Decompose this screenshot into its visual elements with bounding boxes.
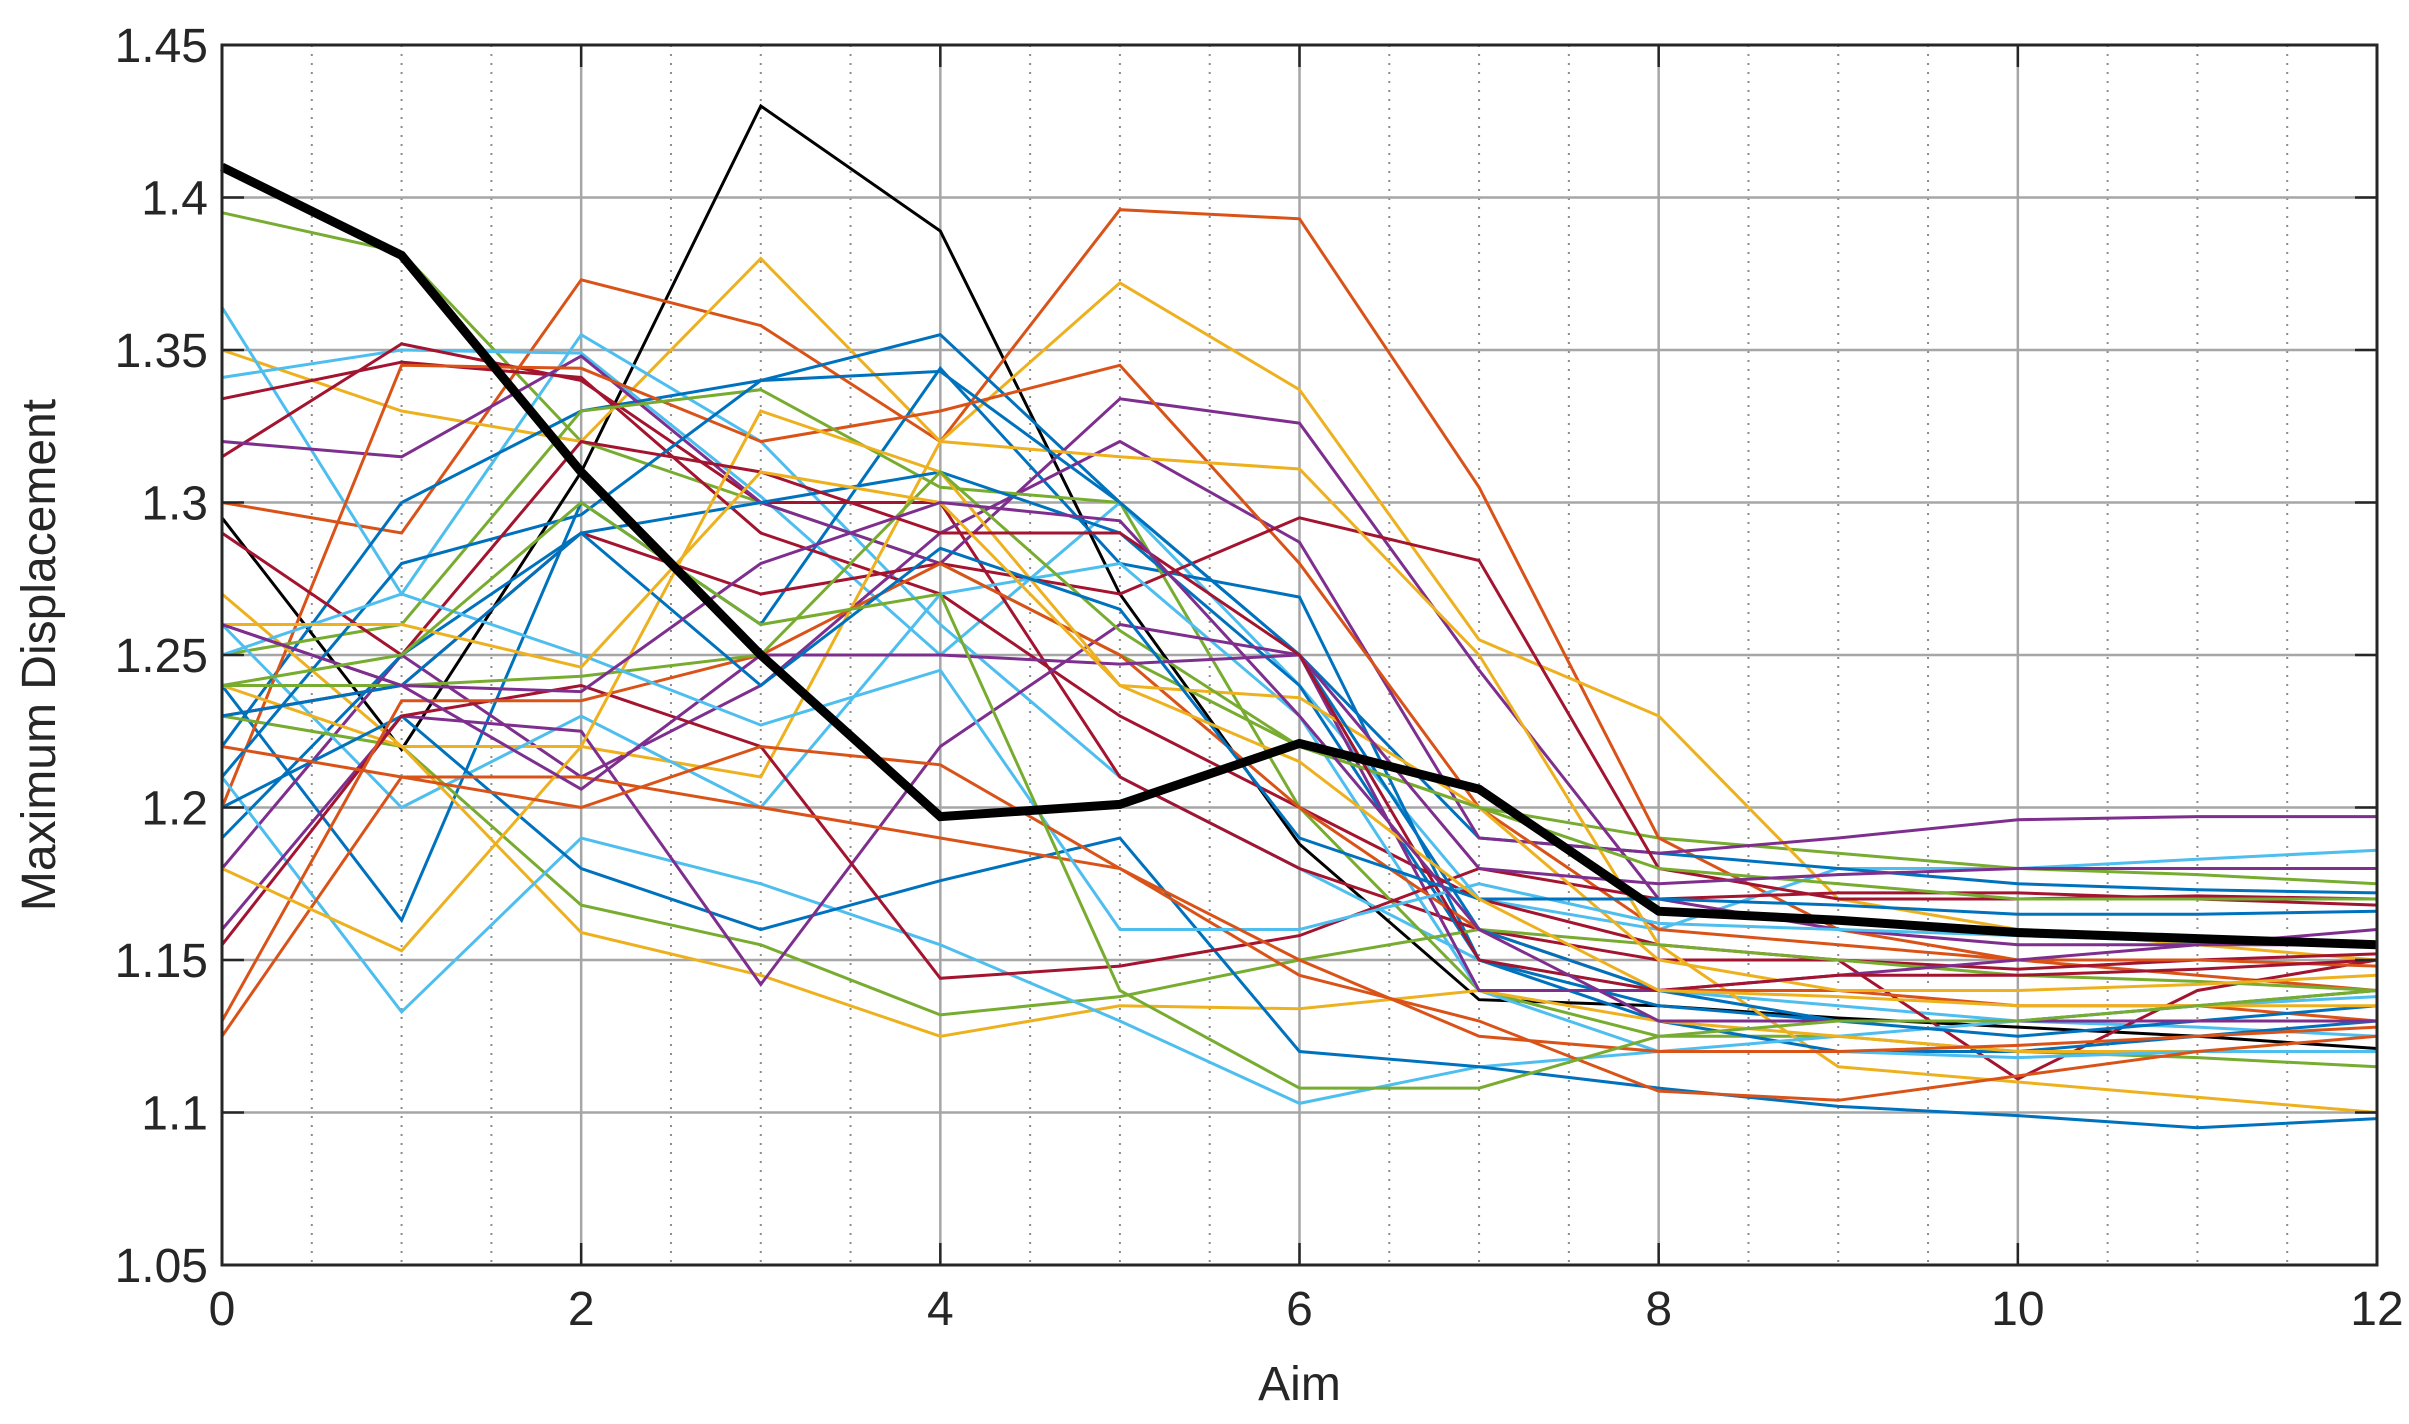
series-line-22 xyxy=(221,714,2378,1130)
y-tick-label: 1.1 xyxy=(141,1088,208,1141)
y-tick-label: 1.45 xyxy=(115,20,208,73)
series-line-25 xyxy=(220,775,2378,1102)
x-tick-label: 2 xyxy=(568,1283,595,1336)
series-lines xyxy=(220,103,2378,1130)
emphasized-series-line xyxy=(220,162,2378,950)
series-line-11 xyxy=(221,354,2377,947)
series-line-20 xyxy=(221,684,2377,1053)
y-tick-label: 1.35 xyxy=(115,325,208,378)
series-line-24 xyxy=(220,683,2378,980)
x-tick-label: 6 xyxy=(1286,1283,1313,1336)
x-tick-label: 4 xyxy=(927,1283,954,1336)
x-axis-label: Aim xyxy=(1258,1358,1341,1411)
x-tick-label: 10 xyxy=(1991,1283,2044,1336)
x-tick-label: 0 xyxy=(209,1283,236,1336)
x-tick-labels: 0 2 4 6 8 10 12 xyxy=(209,1283,2404,1336)
y-tick-label: 1.2 xyxy=(141,783,208,836)
x-tick-label: 8 xyxy=(1645,1283,1672,1336)
y-tick-label: 1.3 xyxy=(141,478,208,531)
y-tick-label: 1.15 xyxy=(115,935,208,988)
series-line-31 xyxy=(221,439,2378,993)
series-line-27 xyxy=(221,409,2378,992)
series-line-10 xyxy=(221,342,2378,1081)
y-axis-label: Maximum Displacement xyxy=(13,399,66,911)
series-line-36 xyxy=(221,744,2378,1053)
y-tick-label: 1.05 xyxy=(115,1240,208,1293)
y-tick-label: 1.25 xyxy=(115,630,208,683)
y-tick-labels: 1.05 1.1 1.15 1.2 1.25 1.3 1.35 1.4 1.45 xyxy=(115,20,208,1293)
series-line-37 xyxy=(221,500,2378,1090)
axis-ticks xyxy=(220,43,2379,1267)
y-tick-label: 1.4 xyxy=(141,173,208,226)
series-line-34 xyxy=(222,470,2377,1008)
series-line-33 xyxy=(221,531,2378,916)
x-tick-label: 12 xyxy=(2350,1283,2403,1336)
series-line-21 xyxy=(220,776,2377,1105)
